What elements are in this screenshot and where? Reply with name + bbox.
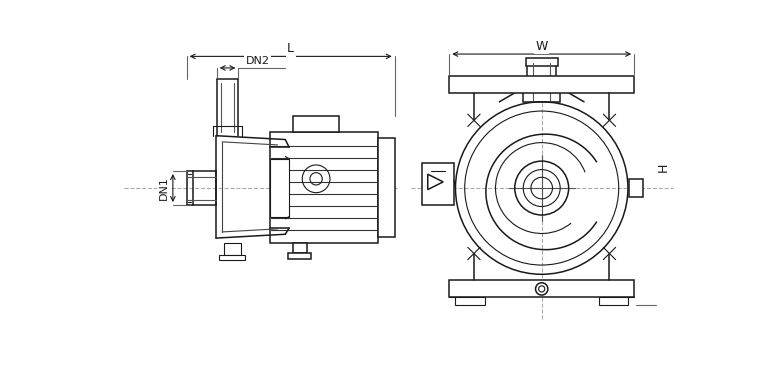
- Bar: [456, 298, 484, 305]
- Bar: [421, 163, 454, 205]
- Text: DN1: DN1: [158, 176, 168, 200]
- Text: L: L: [287, 42, 294, 55]
- Bar: [449, 76, 634, 93]
- Bar: [270, 159, 289, 217]
- Text: DN2: DN2: [246, 56, 270, 66]
- Text: W: W: [535, 40, 548, 53]
- Bar: [288, 253, 312, 259]
- Bar: [527, 63, 556, 88]
- Bar: [293, 244, 307, 253]
- Bar: [293, 116, 339, 132]
- Bar: [629, 179, 644, 197]
- Bar: [224, 244, 240, 255]
- Bar: [219, 255, 246, 260]
- Bar: [525, 58, 558, 66]
- Bar: [377, 138, 395, 238]
- Text: H: H: [657, 163, 670, 172]
- Bar: [270, 132, 377, 244]
- Bar: [523, 88, 560, 102]
- Bar: [599, 298, 628, 305]
- Bar: [449, 280, 634, 298]
